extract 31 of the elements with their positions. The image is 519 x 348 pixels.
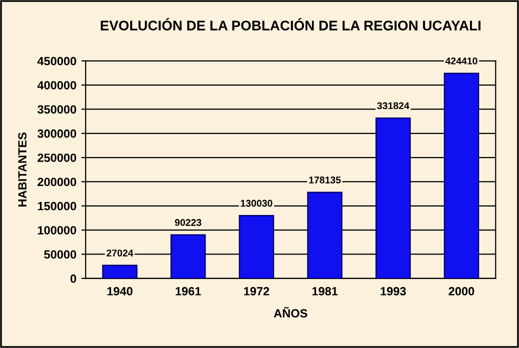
x-tick-label: 1981	[312, 287, 338, 296]
data-label: 130030	[240, 200, 272, 207]
bar	[307, 192, 342, 278]
data-label: 90223	[174, 219, 202, 226]
data-label: 424410	[445, 58, 478, 64]
bar	[376, 117, 411, 278]
data-label: 331824	[377, 102, 410, 110]
y-tick-label: 200000	[38, 178, 76, 186]
y-tick-label: 100000	[38, 226, 76, 234]
x-axis-title: AÑOS	[274, 306, 308, 318]
y-tick-label: 300000	[37, 129, 76, 138]
bar	[170, 234, 206, 278]
x-tick-label: 1940	[107, 287, 132, 296]
y-tick-label: 400000	[37, 81, 76, 90]
chart-title: EVOLUCIÓN DE LA POBLACIÓN DE LA REGION UCAYALI	[100, 18, 480, 30]
bar	[102, 264, 138, 278]
x-tick-label: 1961	[176, 287, 201, 296]
y-tick-label: 50000	[44, 250, 76, 259]
y-tick-label: 350000	[37, 105, 76, 114]
bar	[238, 214, 274, 278]
y-tick-label: 150000	[38, 202, 76, 210]
y-tick-label: 0	[70, 274, 76, 283]
y-tick-label: 450000	[37, 56, 76, 66]
y-tick-label: 250000	[38, 154, 76, 162]
data-label: 178135	[309, 176, 341, 184]
data-label: 27024	[106, 250, 134, 256]
x-tick-label: 1972	[244, 287, 270, 296]
x-tick-label: 2000	[448, 287, 474, 296]
y-axis-title: HABITANTES	[18, 132, 27, 206]
x-tick-label: 1993	[380, 287, 406, 296]
bar	[444, 72, 480, 278]
